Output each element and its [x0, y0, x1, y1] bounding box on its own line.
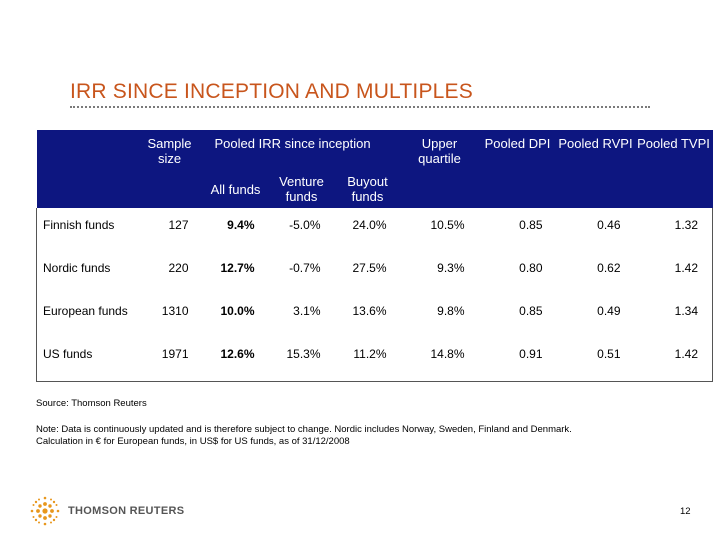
cell-all-funds: 10.0% [202, 294, 269, 338]
cell-all-funds: 9.4% [202, 208, 269, 252]
header-buyout-funds: Buyout funds [334, 170, 401, 208]
cell-pooled-dpi: 0.85 [478, 294, 557, 338]
row-label: Nordic funds [36, 251, 137, 295]
cell-sample-size: 127 [136, 208, 203, 252]
cell-sample-size: 1971 [136, 337, 203, 383]
source-text: Source: Thomson Reuters [36, 398, 147, 409]
cell-buyout-funds: 24.0% [334, 208, 401, 252]
table-row: Finnish funds 127 9.4% -5.0% 24.0% 10.5%… [36, 208, 713, 252]
table-row: European funds 1310 10.0% 3.1% 13.6% 9.8… [36, 294, 713, 338]
cell-pooled-tvpi: 1.34 [634, 294, 713, 338]
page-number: 12 [680, 506, 691, 517]
table-row: US funds 1971 12.6% 15.3% 11.2% 14.8% 0.… [36, 337, 713, 383]
cell-upper-quartile: 9.3% [400, 251, 479, 295]
cell-pooled-tvpi: 1.32 [634, 208, 713, 252]
cell-all-funds: 12.6% [202, 337, 269, 383]
header-venture-funds: Venture funds [268, 170, 335, 208]
irr-table: Sample size Pooled IRR since inception U… [36, 130, 713, 383]
cell-pooled-dpi: 0.85 [478, 208, 557, 252]
cell-buyout-funds: 27.5% [334, 251, 401, 295]
cell-venture-funds: 3.1% [268, 294, 335, 338]
cell-upper-quartile: 9.8% [400, 294, 479, 338]
cell-upper-quartile: 10.5% [400, 208, 479, 252]
cell-venture-funds: -0.7% [268, 251, 335, 295]
cell-pooled-rvpi: 0.62 [556, 251, 635, 295]
cell-pooled-tvpi: 1.42 [634, 337, 713, 383]
page-title: IRR SINCE INCEPTION AND MULTIPLES [70, 80, 473, 103]
thomson-reuters-logo: THOMSON REUTERS [28, 494, 184, 528]
header-all-funds: All funds [202, 170, 269, 208]
cell-pooled-rvpi: 0.46 [556, 208, 635, 252]
cell-sample-size: 220 [136, 251, 203, 295]
title-divider [70, 106, 650, 108]
row-label: Finnish funds [36, 208, 137, 252]
table-row: Nordic funds 220 12.7% -0.7% 27.5% 9.3% … [36, 251, 713, 295]
header-pooled-irr: Pooled IRR since inception [202, 130, 401, 170]
header-pooled-rvpi: Pooled RVPI [556, 130, 635, 208]
cell-upper-quartile: 14.8% [400, 337, 479, 383]
footnote-line-2: Calculation in € for European funds, in … [36, 436, 350, 447]
row-label: European funds [36, 294, 137, 338]
header-pooled-dpi: Pooled DPI [478, 130, 557, 208]
cell-pooled-dpi: 0.91 [478, 337, 557, 383]
cell-all-funds: 12.7% [202, 251, 269, 295]
header-pooled-tvpi: Pooled TVPI [634, 130, 713, 208]
cell-venture-funds: -5.0% [268, 208, 335, 252]
dotted-globe-icon [30, 496, 60, 526]
footnote-line-1: Note: Data is continuously updated and i… [36, 424, 572, 435]
footnote: Note: Data is continuously updated and i… [36, 424, 676, 448]
row-label: US funds [36, 337, 137, 383]
cell-sample-size: 1310 [136, 294, 203, 338]
cell-buyout-funds: 13.6% [334, 294, 401, 338]
header-corner [36, 130, 137, 208]
cell-pooled-rvpi: 0.49 [556, 294, 635, 338]
logo-wordmark: THOMSON REUTERS [68, 505, 185, 517]
cell-buyout-funds: 11.2% [334, 337, 401, 383]
cell-venture-funds: 15.3% [268, 337, 335, 383]
header-sample-size: Sample size [136, 130, 203, 208]
cell-pooled-dpi: 0.80 [478, 251, 557, 295]
header-upper-quartile: Upper quartile [400, 130, 479, 208]
cell-pooled-rvpi: 0.51 [556, 337, 635, 383]
cell-pooled-tvpi: 1.42 [634, 251, 713, 295]
